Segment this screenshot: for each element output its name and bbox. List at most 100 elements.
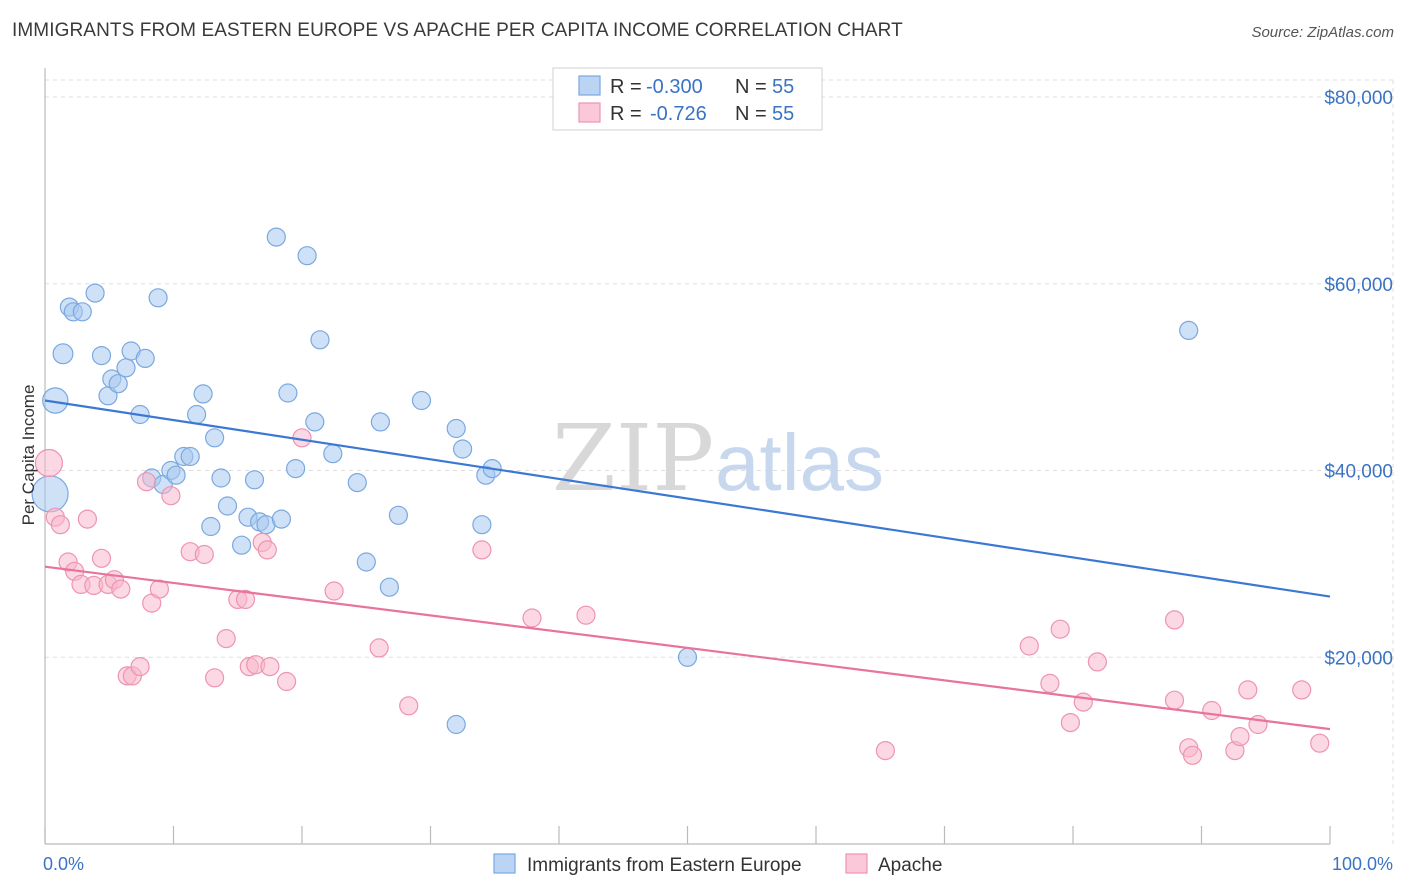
point-s1-11 (116, 358, 136, 378)
legend-n-value-1: 55 (772, 76, 794, 98)
point-s2-34 (399, 696, 419, 716)
x-tick-labels: 0.0% 100.0% (43, 854, 1393, 874)
point-s1-37 (297, 246, 317, 266)
point-s2-39 (1019, 636, 1039, 656)
point-s2-28 (257, 540, 277, 560)
point-s1-23 (193, 384, 213, 404)
point-s2-35 (472, 540, 492, 560)
point-s2-0 (34, 448, 64, 478)
legend-swatch-pink (578, 102, 601, 123)
point-s2-42 (1060, 712, 1081, 733)
point-s1-22 (187, 404, 207, 425)
point-s2-52 (1238, 680, 1258, 700)
legend-r-label-2: R = (610, 103, 642, 125)
point-s2-49 (1202, 700, 1222, 721)
y-tick-label-3: $80,000 (1324, 88, 1393, 109)
point-s2-51 (1230, 726, 1250, 747)
point-s2-41 (1050, 619, 1070, 639)
point-s2-18 (161, 486, 181, 506)
watermark-atlas: atlas (715, 418, 884, 507)
point-s1-41 (347, 473, 367, 493)
point-s1-14 (135, 348, 155, 368)
point-s1-42 (356, 552, 376, 572)
point-s1-26 (211, 468, 231, 488)
point-s2-32 (324, 581, 344, 601)
point-s1-52 (446, 714, 466, 735)
point-s1-40 (323, 444, 343, 464)
point-s1-48 (453, 439, 473, 459)
point-s2-36 (522, 608, 542, 628)
point-s2-37 (576, 605, 596, 625)
point-s2-45 (1164, 690, 1185, 710)
watermark-zip: ZIP (552, 405, 714, 512)
point-s2-21 (205, 668, 225, 688)
point-s1-39 (310, 330, 330, 350)
y-tick-label-2: $60,000 (1324, 275, 1393, 296)
x-tick-label-0: 0.0% (43, 854, 84, 874)
point-s1-36 (286, 459, 306, 479)
y-axis-label: Per Capita Income (19, 385, 38, 526)
trend-line-2 (44, 565, 1331, 731)
point-s2-29 (260, 656, 280, 677)
point-s2-38 (875, 740, 896, 761)
point-s2-30 (277, 671, 297, 692)
trend-line-1 (44, 399, 1331, 598)
series-legend-swatch-blue (493, 853, 516, 874)
point-s2-8 (91, 548, 112, 568)
point-s1-0 (42, 387, 69, 414)
point-s1-25 (205, 428, 225, 448)
point-s1-30 (244, 470, 265, 490)
legend-n-value-2: 55 (772, 103, 794, 125)
point-s1-53 (677, 647, 698, 667)
point-s2-48 (1182, 745, 1203, 765)
point-s2-43 (1073, 692, 1093, 712)
point-s2-55 (1310, 733, 1330, 753)
point-s2-54 (1292, 680, 1312, 700)
point-s1-38 (305, 412, 325, 432)
point-s2-33 (369, 638, 389, 658)
point-s1-45 (388, 505, 408, 525)
point-s2-22 (216, 628, 236, 649)
point-s1-28 (232, 535, 252, 555)
point-s1-27 (217, 496, 238, 516)
point-s1-10 (108, 374, 128, 394)
point-s2-20 (194, 544, 214, 565)
y-tick-labels: $20,000 $40,000 $60,000 $80,000 (1324, 88, 1393, 669)
point-s1-6 (85, 283, 105, 303)
point-s1-19 (166, 465, 186, 485)
series-legend-label-1: Immigrants from Eastern Europe (527, 855, 802, 876)
point-s2-2 (50, 515, 71, 535)
legend-swatch-blue (578, 75, 601, 96)
point-s1-43 (370, 412, 390, 432)
point-s1-2 (52, 343, 74, 365)
point-s2-24 (235, 589, 256, 610)
correlation-legend: R = -0.300 N = 55 R = -0.726 N = 55 (552, 67, 823, 131)
series-legend: Immigrants from Eastern Europe Apache (493, 853, 942, 876)
legend-r-label-1: R = (610, 76, 642, 98)
point-s1-44 (379, 577, 399, 597)
legend-n-label-1: N = (735, 76, 767, 98)
point-s1-54 (1179, 320, 1199, 340)
legend-r-value-2: -0.726 (650, 103, 707, 125)
point-s1-16 (148, 288, 168, 308)
y-tick-label-0: $20,000 (1324, 648, 1393, 669)
y-tick-label-1: $40,000 (1324, 462, 1393, 483)
point-s1-34 (271, 509, 291, 529)
point-s2-11 (111, 579, 131, 599)
point-s1-46 (411, 390, 432, 411)
point-s1-33 (266, 227, 286, 247)
series-legend-label-2: Apache (878, 855, 942, 876)
point-s1-51 (472, 515, 492, 535)
point-s2-44 (1087, 652, 1108, 672)
source-label: Source: ZipAtlas.com (1251, 24, 1394, 41)
legend-r-value-1: -0.300 (646, 76, 703, 98)
point-s1-21 (180, 446, 200, 467)
chart-title: IMMIGRANTS FROM EASTERN EUROPE VS APACHE… (12, 20, 903, 41)
point-s1-35 (278, 383, 298, 403)
point-s2-14 (130, 656, 150, 677)
point-s1-47 (446, 418, 466, 439)
data-points (31, 227, 1330, 765)
watermark: ZIP atlas (552, 405, 884, 512)
trend-lines (44, 399, 1331, 731)
